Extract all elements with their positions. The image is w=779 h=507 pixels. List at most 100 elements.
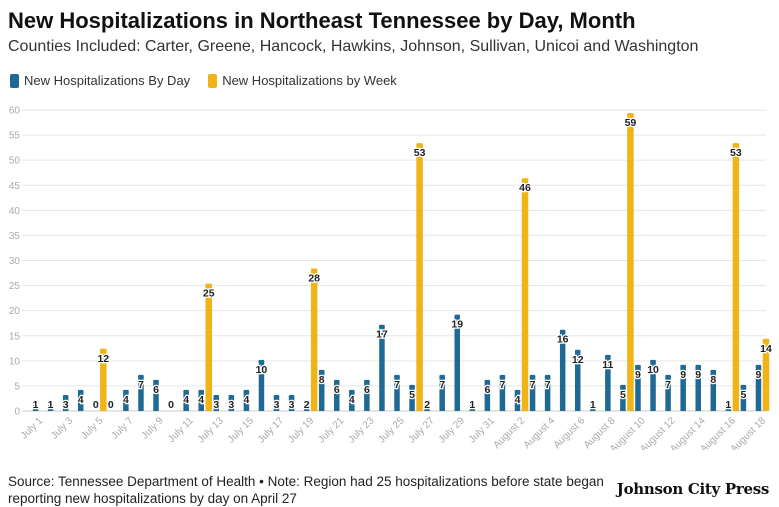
data-label-week: 59 xyxy=(625,117,637,129)
chart-title: New Hospitalizations in Northeast Tennes… xyxy=(8,8,636,33)
y-tick-label: 30 xyxy=(9,256,21,267)
y-tick-label: 55 xyxy=(9,131,21,142)
x-tick-label: July 29 xyxy=(437,415,467,445)
bar-day xyxy=(635,365,641,411)
data-label-day: 2 xyxy=(424,399,430,411)
x-tick-label: July 1 xyxy=(19,415,46,442)
data-label-day: 3 xyxy=(274,399,280,411)
data-label-day: 3 xyxy=(228,399,234,411)
data-label-day: 4 xyxy=(123,394,129,406)
data-label-day: 5 xyxy=(620,389,626,401)
data-label-day: 11 xyxy=(602,359,613,371)
data-label-day: 8 xyxy=(319,374,325,386)
data-label-day: 1 xyxy=(48,399,54,411)
bar-day-cap xyxy=(379,324,385,328)
data-label-day: 1 xyxy=(725,399,731,411)
data-label-day: 17 xyxy=(376,329,388,341)
data-label-day: 16 xyxy=(557,334,569,346)
bar-day xyxy=(183,390,189,411)
data-label-day: 3 xyxy=(63,399,69,411)
bar-day-cap xyxy=(725,404,732,408)
bar-day-cap xyxy=(77,389,84,393)
bar-week-cap xyxy=(416,143,423,147)
bar-day xyxy=(32,405,39,411)
data-label-day: 4 xyxy=(78,394,84,406)
bar-day-cap xyxy=(484,379,491,383)
bar-day xyxy=(529,375,536,411)
data-label-day: 0 xyxy=(93,399,99,411)
bar-day xyxy=(153,380,159,411)
data-label-day: 7 xyxy=(665,379,671,391)
chart-subtitle: Counties Included: Carter, Greene, Hanco… xyxy=(8,38,699,55)
bar-day xyxy=(334,380,340,411)
data-label-day: 4 xyxy=(198,394,204,406)
legend-item-day[interactable]: New Hospitalizations By Day xyxy=(10,73,190,88)
bar-day-cap xyxy=(138,374,144,378)
legend-item-week[interactable]: New Hospitalizations by Week xyxy=(208,73,397,88)
bar-day xyxy=(198,390,204,411)
bar-day-cap xyxy=(650,359,656,363)
bar-day xyxy=(439,375,445,411)
bar-day-cap xyxy=(62,394,69,398)
bar-day-cap xyxy=(183,389,189,393)
bar-day xyxy=(243,390,250,411)
legend-swatch-day xyxy=(10,73,19,88)
legend-swatch-week xyxy=(208,73,218,88)
bar-week xyxy=(627,115,634,411)
data-label-day: 7 xyxy=(500,379,506,391)
legend-label-day: New Hospitalizations By Day xyxy=(24,73,191,88)
y-tick-label: 5 xyxy=(14,381,20,392)
data-label-day: 7 xyxy=(545,379,551,391)
bar-day xyxy=(123,390,129,411)
bar-week xyxy=(521,180,529,411)
bar-day-cap xyxy=(243,389,250,393)
data-label-day: 3 xyxy=(213,399,219,411)
bar-day-cap xyxy=(334,379,340,383)
data-label-day: 9 xyxy=(635,369,641,381)
bar-day-cap xyxy=(710,369,717,373)
bar-day xyxy=(590,405,596,411)
data-label-day: 19 xyxy=(451,319,463,331)
bar-day-cap xyxy=(424,399,430,403)
bar-day-cap xyxy=(635,364,641,368)
x-tick-label: July 15 xyxy=(226,415,256,445)
bar-week-cap xyxy=(732,143,740,147)
bar-day-cap xyxy=(273,394,280,398)
bar-week-cap xyxy=(627,113,634,117)
y-tick-label: 0 xyxy=(14,407,20,418)
bar-day xyxy=(258,360,265,411)
bar-day xyxy=(62,395,69,411)
bar-day xyxy=(650,360,656,411)
data-label-day: 4 xyxy=(243,394,249,406)
bar-day xyxy=(514,390,521,411)
bar-week xyxy=(205,285,212,411)
y-tick-label: 40 xyxy=(9,206,21,217)
data-label-week: 14 xyxy=(760,343,772,355)
data-label-day: 7 xyxy=(530,379,536,391)
bar-day xyxy=(379,325,385,411)
data-label-day: 10 xyxy=(647,364,659,376)
bar-day xyxy=(680,365,686,411)
bar-day-cap xyxy=(258,359,265,363)
bar-day-cap xyxy=(469,404,476,408)
data-label-day: 1 xyxy=(590,399,596,411)
legend-label-week: New Hospitalizations by Week xyxy=(222,73,397,88)
x-tick-label: July 21 xyxy=(316,415,346,445)
y-tick-label: 35 xyxy=(9,231,21,242)
bar-week xyxy=(762,340,770,411)
bar-day xyxy=(424,400,430,411)
x-tick-label: July 19 xyxy=(286,415,316,445)
data-label-day: 9 xyxy=(695,369,701,381)
bar-day xyxy=(544,375,551,411)
data-label-day: 5 xyxy=(409,389,415,401)
data-label-day: 7 xyxy=(439,379,445,391)
data-label-day: 1 xyxy=(33,399,39,411)
x-tick-label: July 11 xyxy=(166,415,196,445)
data-label-day: 2 xyxy=(304,399,310,411)
chart-legend: New Hospitalizations By Day New Hospital… xyxy=(10,73,415,88)
data-label-week: 25 xyxy=(203,288,215,300)
bar-day xyxy=(454,315,460,411)
bar-day xyxy=(725,405,732,411)
bar-day xyxy=(213,395,220,411)
